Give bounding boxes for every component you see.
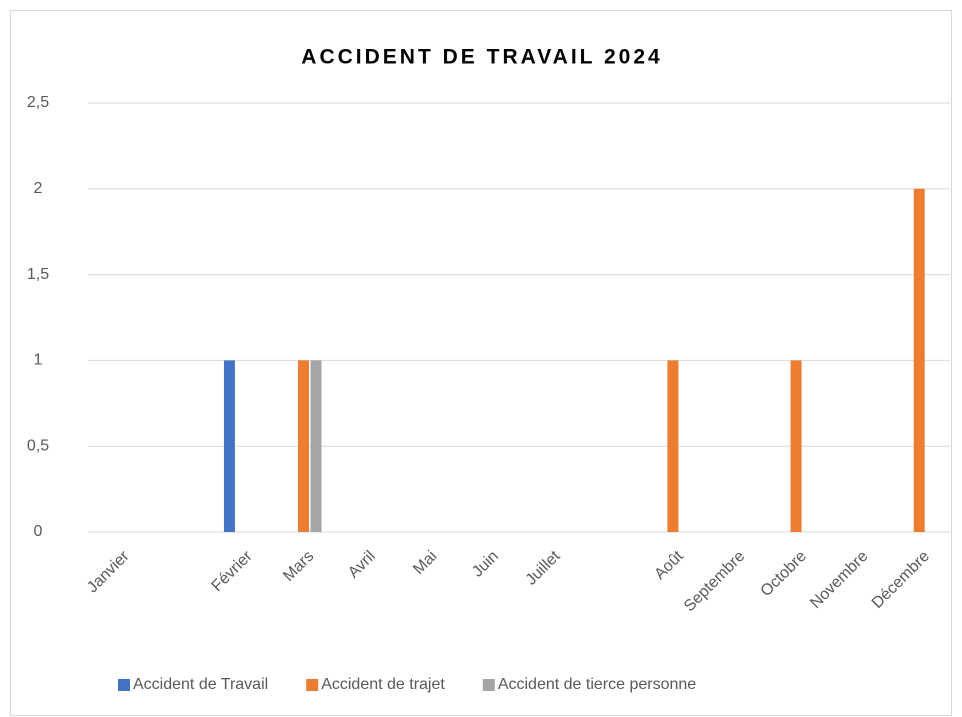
y-tick-label: 2	[34, 180, 43, 197]
legend-label: Accident de trajet	[321, 676, 445, 693]
y-tick-label: 0,5	[27, 437, 49, 454]
chart-title: ACCIDENT DE TRAVAIL 2024	[301, 46, 662, 69]
legend-label: Accident de Travail	[133, 676, 268, 693]
y-tick-label: 1	[34, 352, 43, 369]
legend-swatch	[306, 679, 319, 691]
y-tick-label: 0	[34, 523, 43, 540]
bar	[667, 360, 679, 532]
bar	[298, 360, 309, 532]
legend-swatch	[118, 679, 130, 691]
y-tick-label: 2,5	[27, 94, 49, 111]
chart-border	[10, 10, 952, 716]
y-tick-label: 1,5	[27, 266, 49, 283]
bar	[913, 188, 925, 533]
legend-label: Accident de tierce personne	[498, 676, 696, 693]
bar	[310, 360, 322, 532]
legend-swatch	[482, 679, 495, 691]
bar	[790, 360, 802, 532]
bar	[223, 360, 235, 532]
